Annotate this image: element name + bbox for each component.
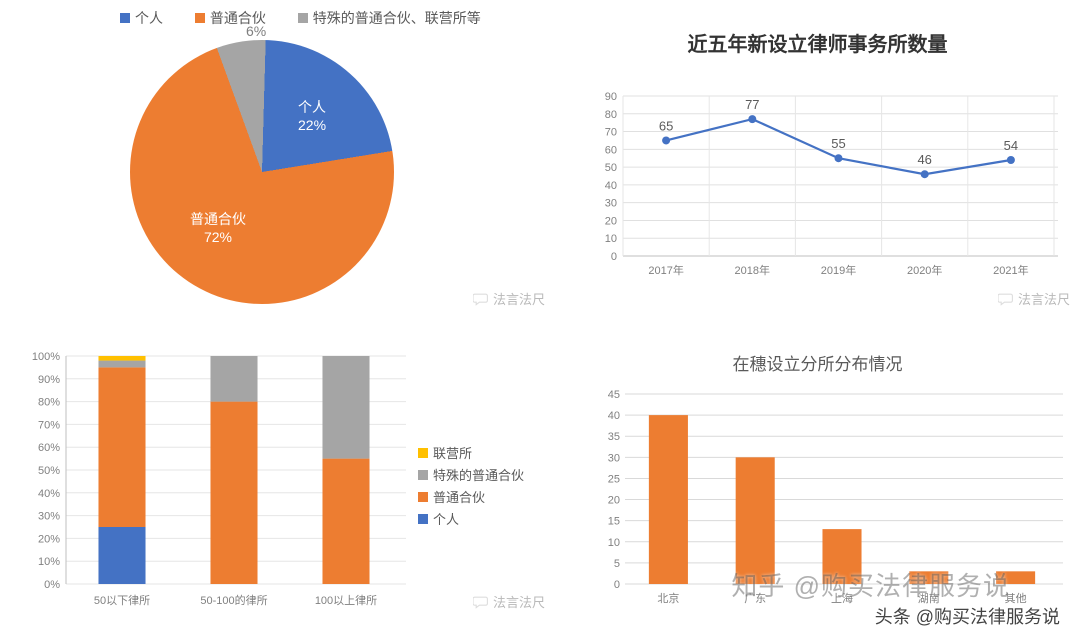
stacked-bar-chart: 0% 10% 20% 30% 40% 50% 60% 70% 80% 90% 100% 50以下律所 5…: [20, 352, 410, 610]
overlay-toutiao-watermark: 头条 @购买法律服务说: [875, 603, 1060, 629]
legend-item: 特殊的普通合伙、联营所等: [298, 8, 495, 28]
watermark-text: 法言法尺: [493, 289, 545, 308]
legend-label: 联营所: [433, 443, 472, 462]
svg-text:20: 20: [608, 495, 620, 507]
stacked-legend: 联营所特殊的普通合伙普通合伙个人: [418, 440, 524, 531]
watermark: 法言法尺: [473, 289, 545, 308]
line-chart-title: 近五年新设立律师事务所数量: [555, 28, 1080, 57]
svg-text:60: 60: [605, 144, 617, 156]
svg-text:40: 40: [605, 180, 617, 192]
watermark: 法言法尺: [998, 289, 1070, 308]
panel-pie: 个人 普通合伙 特殊的普通合伙、联营所等 个人22% 普通合伙72% 6% 法言…: [0, 0, 555, 330]
watermark: 法言法尺: [473, 592, 545, 611]
svg-text:50-100的律所: 50-100的律所: [200, 593, 267, 607]
svg-text:60%: 60%: [38, 442, 60, 454]
legend-label: 特殊的普通合伙、联营所等: [313, 8, 481, 28]
legend-item: 特殊的普通合伙: [418, 465, 524, 484]
svg-text:0: 0: [611, 251, 617, 263]
overlay-zhihu-watermark: 知乎 @购买法律服务说: [731, 566, 1010, 603]
legend-item: 联营所: [418, 443, 524, 462]
svg-text:46: 46: [917, 152, 931, 167]
watermark-text: 法言法尺: [1018, 289, 1070, 308]
svg-text:100%: 100%: [32, 352, 60, 363]
bar-chart-title: 在穗设立分所分布情况: [555, 350, 1080, 375]
svg-text:65: 65: [659, 118, 673, 133]
pie-legend: 个人 普通合伙 特殊的普通合伙、联营所等: [120, 8, 509, 28]
svg-text:40: 40: [608, 410, 620, 422]
svg-text:70: 70: [605, 127, 617, 139]
svg-text:30%: 30%: [38, 511, 60, 523]
svg-text:30: 30: [608, 452, 620, 464]
svg-text:2018年: 2018年: [735, 263, 770, 277]
svg-text:54: 54: [1004, 138, 1018, 153]
svg-text:10: 10: [608, 537, 620, 549]
legend-label: 特殊的普通合伙: [433, 465, 524, 484]
line-chart: 0 10 20 30 40 50 60 70 80 90 2017年 2018年 2019年 2020年 2…: [595, 90, 1060, 280]
svg-text:2017年: 2017年: [648, 263, 683, 277]
svg-text:北京: 北京: [657, 591, 679, 605]
svg-text:20%: 20%: [38, 533, 60, 545]
svg-text:0: 0: [614, 579, 620, 591]
svg-text:70%: 70%: [38, 419, 60, 431]
legend-label: 普通合伙: [433, 487, 485, 506]
legend-label: 个人: [135, 8, 163, 28]
svg-text:77: 77: [745, 97, 759, 112]
svg-text:80%: 80%: [38, 397, 60, 409]
watermark-text: 法言法尺: [493, 592, 545, 611]
svg-text:0%: 0%: [44, 579, 60, 591]
legend-item: 普通合伙: [418, 487, 524, 506]
svg-text:50%: 50%: [38, 465, 60, 477]
panel-line: 近五年新设立律师事务所数量 0 10 20 30 40 50 60 70 80 90 2017年 20…: [555, 0, 1080, 330]
svg-text:50以下律所: 50以下律所: [94, 594, 150, 607]
svg-text:2021年: 2021年: [993, 263, 1028, 277]
svg-text:5: 5: [614, 558, 620, 570]
pie-slice-label: 个人22%: [298, 98, 326, 134]
svg-text:2020年: 2020年: [907, 263, 942, 277]
svg-text:20: 20: [605, 215, 617, 227]
svg-text:45: 45: [608, 389, 620, 401]
svg-text:90%: 90%: [38, 374, 60, 386]
legend-label: 个人: [433, 509, 459, 528]
svg-text:10%: 10%: [38, 556, 60, 568]
pie-chart: 个人22% 普通合伙72% 6%: [130, 40, 394, 304]
svg-text:55: 55: [831, 136, 845, 151]
svg-text:15: 15: [608, 516, 620, 528]
legend-item: 普通合伙: [195, 8, 280, 28]
svg-text:30: 30: [605, 198, 617, 210]
svg-text:25: 25: [608, 473, 620, 485]
legend-item: 个人: [418, 509, 524, 528]
svg-text:50: 50: [605, 162, 617, 174]
legend-item: 个人: [120, 8, 177, 28]
panel-stacked: 0% 10% 20% 30% 40% 50% 60% 70% 80% 90% 100% 50以下律所 5…: [0, 330, 555, 633]
svg-text:2019年: 2019年: [821, 263, 856, 277]
svg-text:100以上律所: 100以上律所: [315, 594, 377, 607]
pie-slice-label: 6%: [246, 22, 266, 40]
svg-text:90: 90: [605, 91, 617, 103]
svg-text:80: 80: [605, 109, 617, 121]
pie-slice-label: 普通合伙72%: [190, 210, 246, 246]
svg-text:40%: 40%: [38, 488, 60, 500]
svg-text:35: 35: [608, 431, 620, 443]
svg-text:10: 10: [605, 233, 617, 245]
